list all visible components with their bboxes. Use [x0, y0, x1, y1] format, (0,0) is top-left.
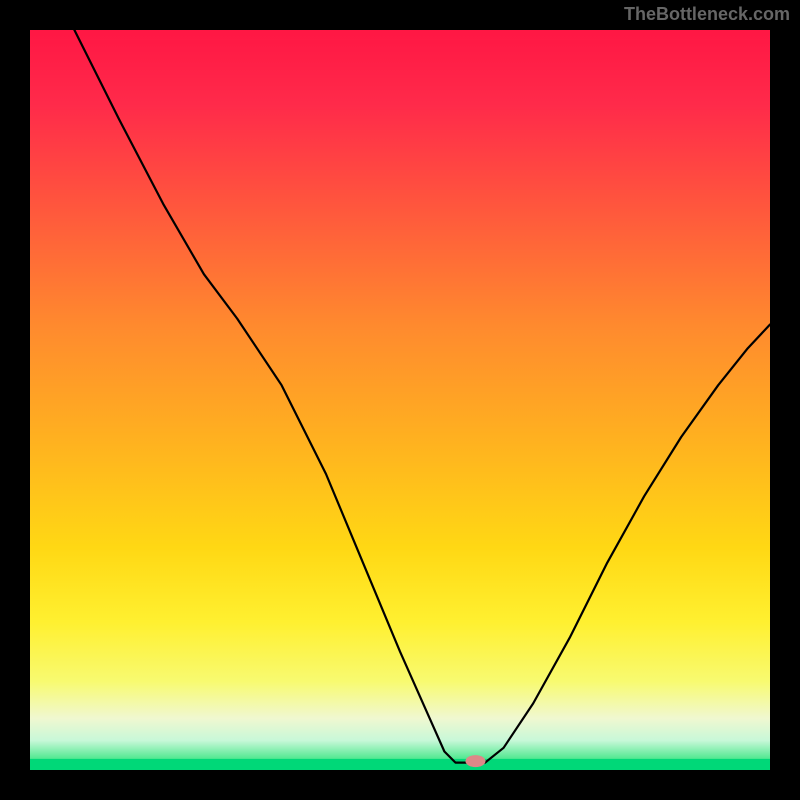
optimal-point-marker — [465, 755, 485, 767]
chart-svg — [30, 30, 770, 770]
bottleneck-chart — [30, 30, 770, 770]
chart-background — [30, 30, 770, 770]
green-optimal-band — [30, 759, 770, 770]
watermark-text: TheBottleneck.com — [624, 4, 790, 25]
